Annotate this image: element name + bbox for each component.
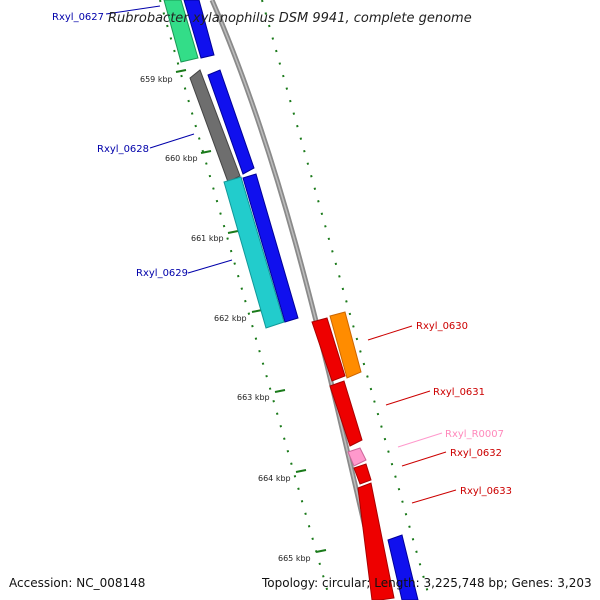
gene-rxyl-0628[interactable] bbox=[189, 69, 241, 183]
genome-backbone bbox=[209, 0, 385, 600]
gene-rxyl-0627-forward[interactable] bbox=[183, 0, 215, 59]
gene-label-rxyl-0633[interactable]: Rxyl_0633 bbox=[460, 486, 512, 497]
kbp-label-663: 663 kbp bbox=[237, 393, 270, 402]
gene-rxyl-0631[interactable] bbox=[311, 317, 363, 447]
gene-label-rxyl-0632[interactable]: Rxyl_0632 bbox=[450, 448, 502, 459]
accession-text: Accession: NC_008148 bbox=[9, 576, 146, 590]
label-leader-lines bbox=[105, 5, 457, 504]
gene-rxyl-r0007[interactable] bbox=[347, 447, 367, 467]
kbp-label-662: 662 kbp bbox=[214, 314, 247, 323]
gene-label-rxyl-0629[interactable]: Rxyl_0629 bbox=[136, 268, 188, 279]
gene-label-rxyl-0630[interactable]: Rxyl_0630 bbox=[416, 321, 468, 332]
gene-label-rxyl-0628[interactable]: Rxyl_0628 bbox=[97, 144, 149, 155]
gene-label-rxyl-r0007[interactable]: Rxyl_R0007 bbox=[445, 429, 504, 440]
gene-label-rxyl-0627[interactable]: Rxyl_0627 bbox=[52, 12, 104, 23]
kbp-label-659: 659 kbp bbox=[140, 75, 173, 84]
kbp-label-661: 661 kbp bbox=[191, 234, 224, 243]
gene-rxyl-0633[interactable] bbox=[357, 482, 395, 600]
kbp-label-660: 660 kbp bbox=[165, 154, 198, 163]
gene-rxyl-0627-reverse[interactable] bbox=[163, 0, 199, 63]
kbp-label-665: 665 kbp bbox=[278, 554, 311, 563]
genome-title: Rubrobacter xylanophilus DSM 9941, compl… bbox=[108, 11, 472, 26]
gene-rxyl-0632[interactable] bbox=[353, 463, 372, 485]
kbp-label-664: 664 kbp bbox=[258, 474, 291, 483]
genome-summary-text: Topology: circular; Length: 3,225,748 bp… bbox=[262, 576, 592, 590]
gene-forward-bottom[interactable] bbox=[387, 534, 419, 600]
gene-rxyl-0630[interactable] bbox=[329, 311, 362, 379]
kbp-major-ticks bbox=[175, 69, 327, 553]
gene-rxyl-0628-forward[interactable] bbox=[207, 69, 255, 175]
gene-rxyl-0629[interactable] bbox=[223, 176, 285, 329]
gene-rxyl-0629-forward[interactable] bbox=[242, 173, 299, 323]
gene-label-rxyl-0631[interactable]: Rxyl_0631 bbox=[433, 387, 485, 398]
